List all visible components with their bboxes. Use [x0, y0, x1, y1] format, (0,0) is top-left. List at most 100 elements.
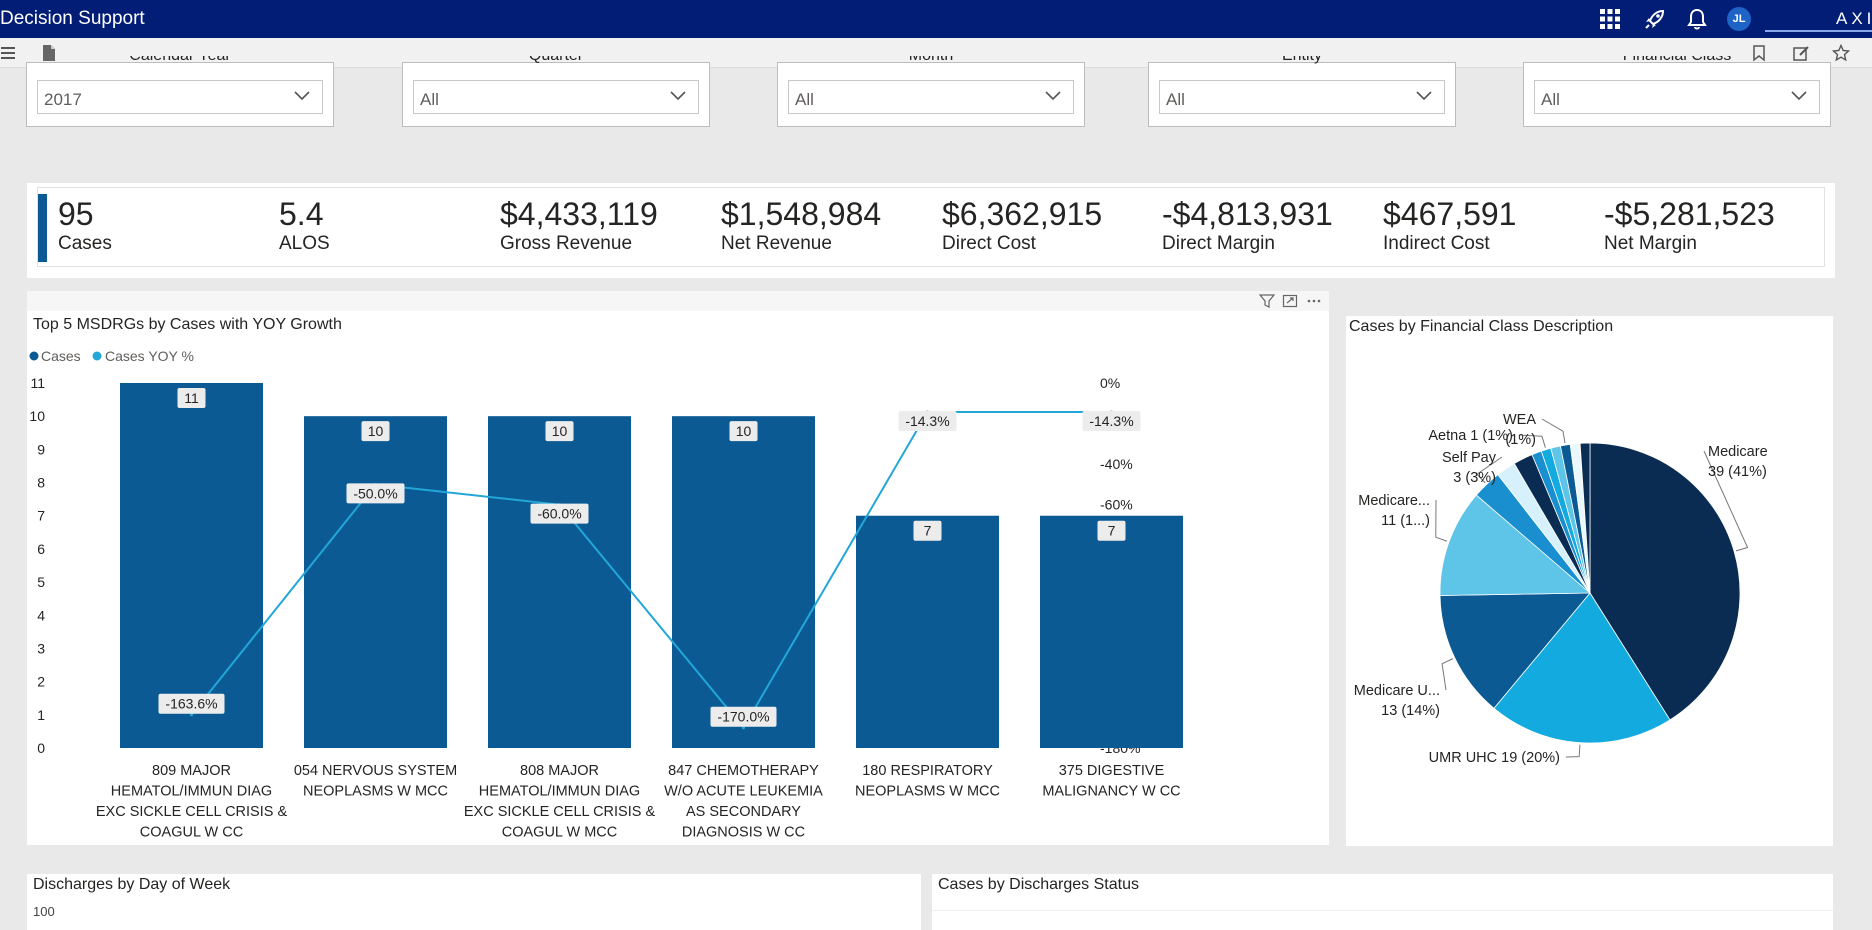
kpi-direct-margin: -$4,813,931 Direct Margin: [1162, 195, 1333, 255]
pie-slice[interactable]: [1439, 494, 1592, 596]
avatar[interactable]: JL: [1727, 7, 1751, 31]
pie-slice[interactable]: [1579, 442, 1591, 594]
filter-dropdown[interactable]: All: [1534, 80, 1820, 114]
kpi-value: 5.4: [279, 196, 324, 232]
page-icon[interactable]: [40, 44, 58, 62]
x-category-label: HEMATOL/IMMUN DIAG: [111, 784, 272, 800]
y-left-tick-label: 10: [29, 408, 45, 424]
bar-data-label-bg: [913, 520, 942, 541]
bar-data-label: 11: [184, 390, 199, 406]
focus-mode-icon[interactable]: [1282, 294, 1298, 308]
kpi-net-revenue: $1,548,984 Net Revenue: [721, 195, 881, 255]
bar-cases[interactable]: [1040, 515, 1183, 748]
bar-cases[interactable]: [304, 416, 447, 748]
y-left-tick-label: 0: [37, 740, 45, 756]
chart-title: Cases by Financial Class Description: [1349, 318, 1614, 335]
line-point[interactable]: [742, 726, 745, 730]
pie-slice-label: (1%): [1505, 432, 1536, 448]
rocket-icon[interactable]: [1643, 7, 1667, 31]
bar-cases[interactable]: [856, 515, 999, 748]
bar-data-label-bg: [361, 421, 390, 442]
y-left-tick-label: 5: [37, 574, 45, 590]
y-left-tick-label: 9: [37, 441, 45, 457]
kpi-accent-bar: [38, 194, 47, 262]
y-left-tick-label: 11: [30, 375, 45, 391]
pie-chart: Medicare 39 (41%) UMR UHC 19 (20%) Medicare…: [1354, 412, 1768, 766]
y-left-tick-label: 7: [37, 508, 45, 524]
pie-slice[interactable]: [1439, 592, 1591, 709]
line-data-label-bg: [158, 693, 225, 714]
bar-data-label-bg: [177, 388, 206, 408]
x-category-label: COAGUL W MCC: [502, 825, 617, 841]
pie-slice-label: 11 (1...): [1381, 513, 1430, 529]
y-left-tick-label: 6: [37, 541, 45, 557]
pie-slice-label: UMR UHC 19 (20%): [1429, 750, 1560, 766]
bar-data-label: 7: [1108, 523, 1116, 539]
legend-label-yoy: Cases YOY %: [105, 348, 194, 364]
kpi-value: $6,362,915: [942, 196, 1103, 232]
pie-slice-label: Medicare U...: [1354, 683, 1440, 699]
chevron-down-icon: [1045, 91, 1061, 101]
kpi-indirect-cost: $467,591 Indirect Cost: [1383, 195, 1516, 255]
apps-grid-icon[interactable]: [1598, 7, 1622, 31]
discharges-by-day-panel: Discharges by Day of Week 100: [27, 874, 921, 930]
bar-cases[interactable]: [488, 416, 631, 748]
kpi-strip: 95 Cases 5.4 ALOS $4,433,119 Gross Reven…: [27, 183, 1835, 278]
filter-icon[interactable]: [1259, 294, 1275, 308]
pie-slice[interactable]: [1589, 442, 1741, 721]
pie-leader-line: [1476, 456, 1503, 484]
kpi-value: $4,433,119: [500, 196, 658, 232]
pie-slice-label: 13 (14%): [1381, 703, 1440, 719]
more-options-icon[interactable]: [1306, 294, 1322, 308]
kpi-net-margin: -$5,281,523 Net Margin: [1604, 195, 1775, 255]
kpi-direct-cost: $6,362,915 Direct Cost: [942, 195, 1102, 255]
app-title: Decision Support: [0, 8, 145, 29]
kpi-label: Direct Cost: [942, 233, 1036, 254]
filter-dropdown[interactable]: All: [1159, 80, 1445, 114]
line-data-label-bg: [346, 483, 405, 504]
line-cases-yoy[interactable]: [190, 410, 1112, 730]
brand-logo: AXI: [1836, 9, 1872, 28]
pie-leader-line: [1441, 658, 1454, 691]
pie-chart-panel: Cases by Financial Class Description Med…: [1346, 316, 1833, 846]
x-category-label: NEOPLASMS W MCC: [303, 784, 448, 800]
hamburger-menu-icon[interactable]: [0, 44, 18, 62]
bookmark-icon[interactable]: [1750, 44, 1768, 62]
pie-slice[interactable]: [1493, 592, 1671, 744]
line-data-label: -60.0%: [537, 506, 581, 522]
kpi-alos: 5.4 ALOS: [279, 195, 330, 255]
edit-icon[interactable]: [1792, 44, 1810, 62]
bar-data-label-bg: [1097, 520, 1126, 541]
line-data-label: -170.0%: [717, 709, 769, 725]
x-category-label: 180 RESPIRATORY: [862, 763, 993, 779]
pie-slice-label: WEA: [1503, 412, 1536, 428]
filter-value: All: [1166, 90, 1185, 109]
filter-dropdown[interactable]: 2017: [37, 80, 323, 114]
line-data-label-bg: [530, 503, 589, 524]
star-icon[interactable]: [1832, 44, 1850, 62]
line-data-label: -163.6%: [165, 696, 217, 712]
x-category-label: COAGUL W CC: [140, 825, 243, 841]
kpi-label: Indirect Cost: [1383, 233, 1490, 254]
y-right-tick-label: -40%: [1100, 456, 1133, 472]
kpi-label: Net Margin: [1604, 233, 1697, 254]
legend-label-cases: Cases: [41, 348, 81, 364]
filter-dropdown[interactable]: All: [788, 80, 1074, 114]
filter-dropdown[interactable]: All: [413, 80, 699, 114]
bar-cases[interactable]: [120, 383, 263, 748]
kpi-label: Direct Margin: [1162, 233, 1275, 254]
bell-icon[interactable]: [1685, 7, 1709, 31]
filter-calendar-year: Calendar Year 2017: [26, 56, 334, 127]
x-category-label: 375 DIGESTIVE: [1059, 763, 1165, 779]
filter-entity: Entity All: [1148, 56, 1456, 127]
bar-data-label: 7: [924, 523, 932, 539]
line-data-label: -50.0%: [353, 485, 397, 501]
filter-label: Entity: [1149, 56, 1455, 68]
line-point[interactable]: [190, 713, 193, 717]
bar-cases[interactable]: [672, 416, 815, 748]
x-category-label: 847 CHEMOTHERAPY: [668, 763, 819, 779]
filter-label: Month: [778, 56, 1084, 68]
y-left-tick-label: 8: [37, 475, 45, 491]
bar-data-label-bg: [729, 421, 758, 442]
